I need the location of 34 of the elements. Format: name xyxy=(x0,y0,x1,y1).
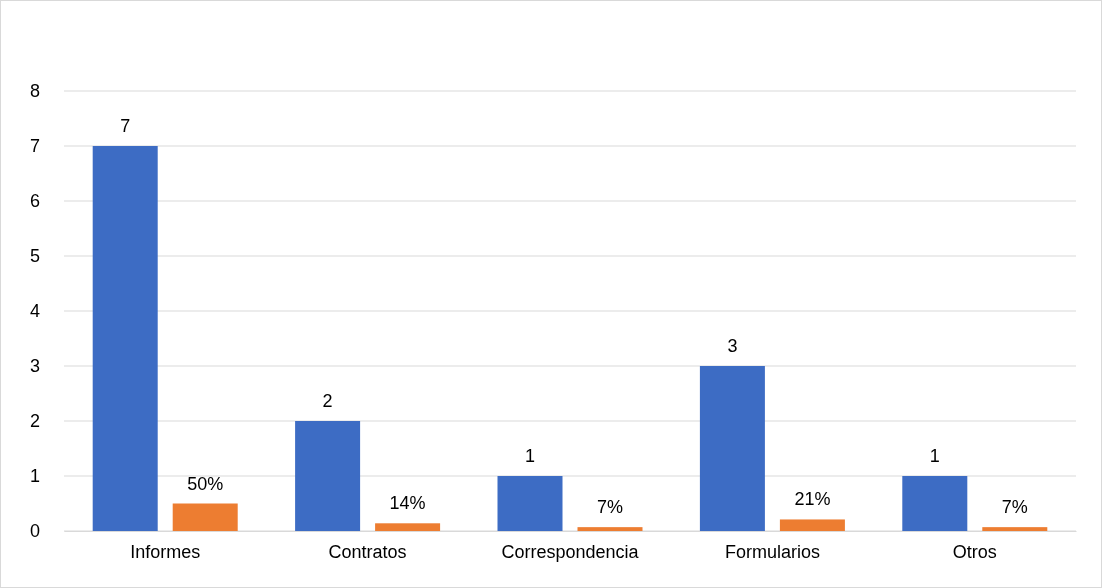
data-label: 2 xyxy=(322,391,333,411)
bar xyxy=(982,527,1048,531)
data-label: 21% xyxy=(794,489,831,510)
bar xyxy=(699,366,765,531)
data-label: 1 xyxy=(524,446,536,466)
data-label: 14% xyxy=(389,493,426,514)
bar xyxy=(375,523,441,531)
x-tick-label: Informes xyxy=(130,541,201,562)
y-tick-label: 3 xyxy=(29,356,40,377)
data-label: 7 xyxy=(120,116,131,136)
data-label: 50% xyxy=(187,473,224,494)
bar xyxy=(92,146,158,531)
y-tick-label: 8 xyxy=(29,81,40,102)
bar xyxy=(779,519,845,531)
x-tick-label: Contratos xyxy=(328,541,407,562)
data-label: 3 xyxy=(727,336,738,356)
y-tick-label: 0 xyxy=(29,521,40,542)
bar xyxy=(902,476,968,531)
bar xyxy=(577,527,643,531)
y-tick-label: 2 xyxy=(29,411,40,432)
x-tick-label: Formularios xyxy=(724,541,820,562)
x-tick-label: Otros xyxy=(952,541,997,562)
bar xyxy=(497,476,563,531)
data-label: 7% xyxy=(596,497,624,518)
y-tick-label: 5 xyxy=(29,246,40,267)
data-label: 1 xyxy=(929,446,940,466)
bar xyxy=(172,503,238,531)
y-tick-label: 1 xyxy=(29,466,40,487)
data-label: 7% xyxy=(1001,497,1028,518)
x-tick-label: Correspondencia xyxy=(501,541,640,562)
bar xyxy=(295,421,361,531)
y-tick-label: 4 xyxy=(29,301,40,322)
y-tick-label: 7 xyxy=(29,136,40,157)
y-tick-label: 6 xyxy=(29,191,40,212)
